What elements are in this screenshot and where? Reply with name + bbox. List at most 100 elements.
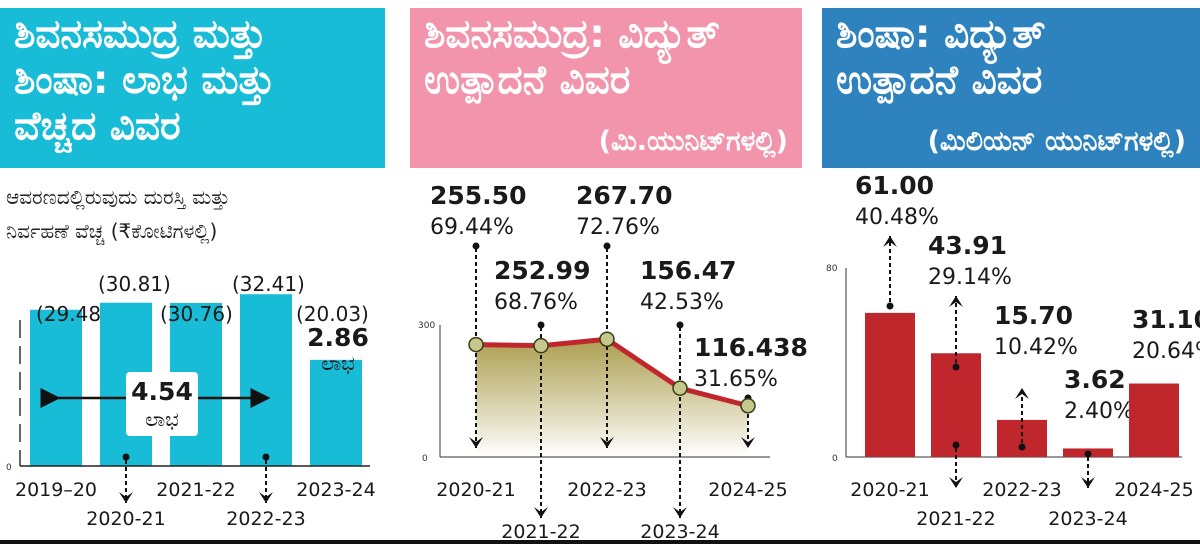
y-tick-label: 300: [418, 321, 435, 331]
x-tick-label: 2021-22: [916, 508, 995, 530]
panel-shivanasamudra-shimsha-profit: ಶಿವನಸಮುದ್ರ ಮತ್ತು ಶಿಂಷಾ: ಲಾಭ ಮತ್ತು ವೆಚ್ಚದ…: [0, 0, 385, 545]
panel2-unit: (ಮಿ.ಯುನಿಟ್‌ಗಳಲ್ಲಿ): [598, 126, 788, 157]
data-point: [672, 380, 688, 396]
profit-value: 4.54: [131, 377, 193, 406]
x-tick-label: 2024-25: [708, 479, 787, 501]
value-label: (30.81): [98, 272, 171, 296]
bar: [1129, 383, 1179, 457]
percent-label: 20.64%: [1132, 339, 1200, 364]
x-tick-label: 2022-23: [982, 479, 1061, 501]
pointer-head: [469, 437, 483, 448]
percent-label: 69.44%: [430, 215, 514, 240]
x-tick-label: 2021-22: [501, 521, 580, 543]
pointer-dot: [886, 302, 894, 310]
bar: [865, 312, 915, 457]
x-tick-label: 2022-23: [567, 479, 646, 501]
x-tick-label: 2023-24: [296, 479, 375, 501]
panel1-banner: ಶಿವನಸಮುದ್ರ ಮತ್ತು ಶಿಂಷಾ: ಲಾಭ ಮತ್ತು ವೆಚ್ಚದ…: [0, 8, 385, 168]
value-label: 31.104: [1132, 305, 1200, 334]
x-tick-label: 2023-24: [640, 521, 719, 543]
bar: [931, 353, 981, 457]
pointer-up-head: [949, 296, 963, 307]
pointer-dot: [952, 363, 960, 371]
value-label: 156.47: [640, 256, 736, 285]
percent-label: 29.14%: [928, 265, 1012, 290]
marker-dot: [122, 453, 130, 461]
pointer-down-head: [949, 477, 963, 488]
x-tick-label: 2020-21: [86, 508, 165, 530]
x-tick-label: 2021-22: [156, 479, 235, 501]
bottom-rule: [0, 540, 1200, 544]
pointer-down-head: [1081, 477, 1095, 488]
panel1-title: ಶಿವನಸಮುದ್ರ ಮತ್ತು ಶಿಂಷಾ: ಲಾಭ ಮತ್ತು ವೆಚ್ಚದ…: [14, 12, 275, 149]
pointer-dot: [472, 242, 480, 250]
panel3-banner: ಶಿಂಷಾ: ವಿದ್ಯುತ್ ಉತ್ಪಾದನೆ ವಿವರ (ಮಿಲಿಯನ್ ಯ…: [822, 8, 1200, 168]
x-tick-label: 2024-25: [1114, 479, 1193, 501]
bar: [310, 359, 362, 466]
value-label: 267.70: [576, 181, 672, 210]
profit-2023-value: 2.86: [307, 323, 369, 352]
pointer-dot: [537, 321, 545, 329]
data-point: [533, 337, 549, 354]
value-label: 61.00: [855, 171, 934, 200]
data-point: [468, 336, 484, 353]
category-pointer-head: [259, 492, 273, 503]
pointer-dot: [1018, 443, 1026, 451]
panel3-chart: 80 0 61.00 40.48% 2020-21 43.91 29.14% 2021-22 1…: [826, 171, 1200, 530]
percent-label: 10.42%: [994, 335, 1078, 360]
value-label: (29.48: [36, 302, 101, 326]
value-label: (30.76): [160, 302, 233, 326]
marker-dot: [262, 453, 270, 461]
x-tick-label: 2020-21: [436, 479, 515, 501]
panel2-chart: 300 0 255.50 69.44% 2020-21 252.99 68.76% 2021-…: [418, 181, 808, 543]
data-point: [740, 398, 756, 414]
x-tick-label: 2022-23: [226, 508, 305, 530]
pointer-head: [534, 507, 548, 518]
value-label: 15.70: [994, 301, 1073, 330]
value-label: 116.438: [694, 333, 808, 362]
percent-label: 40.48%: [855, 205, 939, 230]
category-pointer-head: [119, 492, 133, 503]
panel3-unit: (ಮಿಲಿಯನ್ ಯುನಿಟ್‌ಗಳಲ್ಲಿ): [927, 126, 1186, 157]
pointer-up-head: [883, 236, 897, 247]
value-label: 43.91: [928, 231, 1007, 260]
panel1-note: ಆವರಣದಲ್ಲಿರುವುದು ದುರಸ್ತಿ ಮತ್ತು ನಿರ್ವಹಣೆ ವ…: [6, 185, 230, 243]
panel-shivanasamudra-generation: ಶಿವನಸಮುದ್ರ: ವಿದ್ಯುತ್ ಉತ್ಪಾದನೆ ವಿವರ (ಮಿ.ಯ…: [410, 0, 808, 545]
y-tick-label: 0: [6, 463, 12, 473]
value-label: 255.50: [430, 181, 526, 210]
percent-label: 42.53%: [640, 290, 724, 315]
bar: [240, 294, 292, 466]
value-label: (20.03): [296, 302, 369, 326]
percent-label: 31.65%: [694, 367, 778, 392]
y-tick-label: 0: [422, 454, 428, 464]
pointer-dot: [952, 441, 960, 449]
percent-label: 2.40%: [1064, 399, 1134, 424]
pointer-dot: [676, 321, 684, 329]
pointer-head: [673, 507, 687, 518]
panel2-title: ಶಿವನಸಮುದ್ರ: ವಿದ್ಯುತ್ ಉತ್ಪಾದನೆ ವಿವರ: [424, 12, 720, 103]
value-label: 3.62: [1064, 365, 1126, 394]
profit-2023-label: ಲಾಭ: [321, 351, 355, 375]
panel2-banner: ಶಿವನಸಮುದ್ರ: ವಿದ್ಯುತ್ ಉತ್ಪಾದನೆ ವಿವರ (ಮಿ.ಯ…: [410, 8, 802, 168]
profit-box: [126, 372, 198, 436]
value-label: (32.41): [232, 272, 305, 296]
panel1-chart: 0 (29.48 (30.81) (30.76) (32.41) (20.03) 2019–…: [6, 272, 376, 530]
y-tick-label: 0: [832, 454, 838, 464]
x-tick-label: 2019–20: [15, 479, 97, 501]
pointer-up-head: [1015, 388, 1029, 399]
y-tick-label: 80: [826, 264, 838, 274]
panel-shimsha-generation: ಶಿಂಷಾ: ವಿದ್ಯುತ್ ಉತ್ಪಾದನೆ ವಿವರ (ಮಿಲಿಯನ್ ಯ…: [822, 0, 1200, 545]
percent-label: 72.76%: [576, 215, 660, 240]
pointer-dot: [1084, 450, 1092, 458]
data-point: [599, 331, 615, 347]
x-tick-label: 2023-24: [1048, 508, 1127, 530]
pointer-head: [741, 437, 755, 448]
pointer-dot: [603, 242, 611, 250]
value-label: 252.99: [494, 256, 590, 285]
percent-label: 68.76%: [494, 290, 578, 315]
x-tick-label: 2020-21: [850, 479, 929, 501]
bar: [30, 309, 82, 466]
pointer-head: [600, 437, 614, 448]
profit-label: ಲಾಭ: [145, 407, 179, 431]
panel3-title: ಶಿಂಷಾ: ವಿದ್ಯುತ್ ಉತ್ಪಾದನೆ ವಿವರ: [836, 12, 1046, 103]
